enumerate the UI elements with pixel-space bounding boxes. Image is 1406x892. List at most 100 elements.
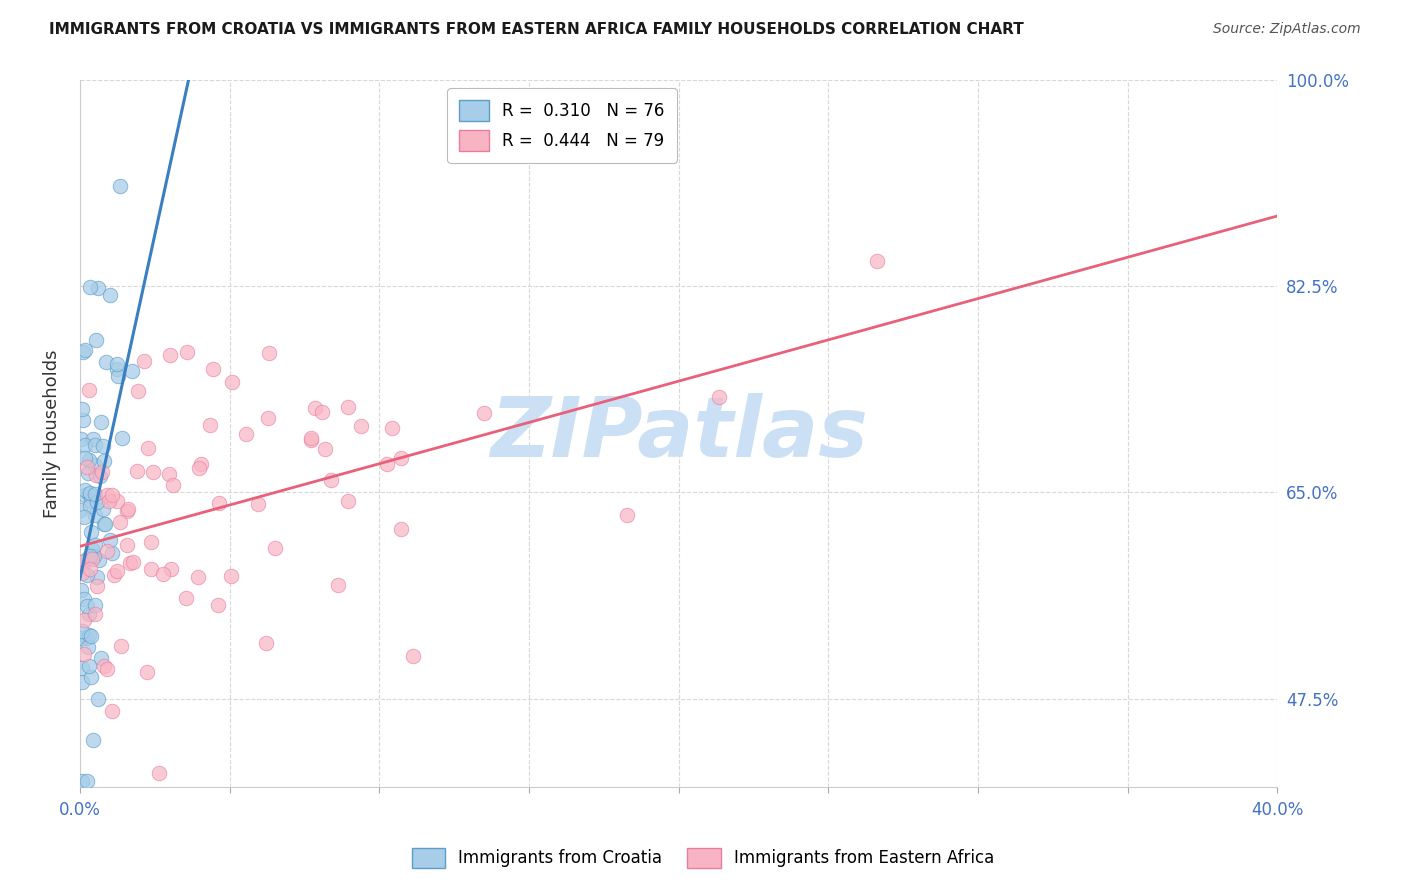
Point bbox=[84, 333, 107, 347]
Point bbox=[77, 452, 100, 467]
Legend: Immigrants from Croatia, Immigrants from Eastern Africa: Immigrants from Croatia, Immigrants from… bbox=[405, 841, 1001, 875]
Point bbox=[70, 432, 93, 446]
Point bbox=[90, 415, 112, 429]
Point bbox=[73, 483, 96, 497]
Point bbox=[105, 361, 128, 376]
Point bbox=[96, 488, 118, 502]
Point bbox=[221, 376, 243, 390]
Point bbox=[103, 568, 125, 582]
Point bbox=[83, 508, 105, 523]
Point bbox=[83, 549, 105, 564]
Point bbox=[86, 495, 108, 509]
Point bbox=[101, 488, 124, 502]
Point bbox=[87, 281, 110, 295]
Point bbox=[77, 607, 100, 621]
Point bbox=[72, 413, 94, 427]
Point bbox=[83, 598, 105, 612]
Point bbox=[93, 659, 115, 673]
Point bbox=[83, 538, 105, 552]
Point bbox=[160, 562, 183, 576]
Text: Source: ZipAtlas.com: Source: ZipAtlas.com bbox=[1213, 22, 1361, 37]
Point bbox=[304, 401, 326, 416]
Point bbox=[72, 345, 94, 359]
Point bbox=[174, 591, 197, 605]
Point bbox=[76, 774, 98, 789]
Point bbox=[76, 568, 98, 582]
Point bbox=[208, 496, 231, 510]
Point bbox=[84, 607, 107, 621]
Point bbox=[90, 650, 112, 665]
Point bbox=[89, 553, 111, 567]
Point bbox=[105, 358, 128, 372]
Y-axis label: Family Households: Family Households bbox=[44, 350, 60, 517]
Point bbox=[79, 485, 101, 500]
Point bbox=[115, 504, 138, 518]
Point bbox=[117, 502, 139, 516]
Point bbox=[159, 348, 181, 362]
Point bbox=[75, 343, 97, 357]
Point bbox=[72, 661, 94, 675]
Point bbox=[381, 420, 404, 434]
Point bbox=[73, 510, 96, 524]
Point bbox=[100, 545, 122, 559]
Point bbox=[121, 555, 143, 569]
Point bbox=[115, 538, 138, 552]
Point bbox=[86, 569, 108, 583]
Point bbox=[152, 566, 174, 581]
Point bbox=[188, 461, 211, 475]
Point bbox=[136, 441, 159, 455]
Point bbox=[254, 636, 277, 650]
Point bbox=[80, 670, 103, 684]
Point bbox=[176, 345, 198, 359]
Point bbox=[472, 406, 495, 420]
Point bbox=[93, 453, 115, 467]
Point bbox=[76, 599, 98, 613]
Point bbox=[70, 674, 93, 689]
Point bbox=[70, 631, 93, 645]
Point bbox=[79, 562, 101, 576]
Point bbox=[105, 494, 128, 508]
Point bbox=[70, 566, 93, 580]
Point bbox=[73, 450, 96, 465]
Point bbox=[79, 499, 101, 513]
Text: ZIPatlas: ZIPatlas bbox=[489, 393, 868, 474]
Point bbox=[207, 598, 229, 612]
Point bbox=[616, 508, 638, 522]
Point bbox=[86, 579, 108, 593]
Point bbox=[77, 628, 100, 642]
Point bbox=[80, 524, 103, 539]
Point bbox=[107, 368, 129, 383]
Text: IMMIGRANTS FROM CROATIA VS IMMIGRANTS FROM EASTERN AFRICA FAMILY HOUSEHOLDS CORR: IMMIGRANTS FROM CROATIA VS IMMIGRANTS FR… bbox=[49, 22, 1024, 37]
Point bbox=[70, 624, 93, 638]
Point bbox=[76, 460, 98, 475]
Point bbox=[108, 179, 131, 194]
Point bbox=[79, 659, 101, 673]
Point bbox=[246, 497, 269, 511]
Point bbox=[148, 766, 170, 780]
Point bbox=[108, 515, 131, 529]
Point bbox=[314, 442, 336, 457]
Point bbox=[69, 502, 91, 516]
Point bbox=[79, 549, 101, 563]
Point bbox=[389, 522, 412, 536]
Point bbox=[136, 665, 159, 679]
Point bbox=[89, 469, 111, 483]
Point bbox=[76, 631, 98, 645]
Point bbox=[111, 431, 134, 445]
Point bbox=[91, 501, 114, 516]
Point bbox=[257, 345, 280, 359]
Point bbox=[72, 774, 94, 789]
Point bbox=[121, 363, 143, 377]
Point bbox=[77, 466, 100, 480]
Point bbox=[337, 400, 360, 414]
Point bbox=[93, 517, 115, 532]
Point bbox=[866, 253, 889, 268]
Point bbox=[107, 565, 129, 579]
Point bbox=[100, 287, 122, 301]
Point bbox=[73, 488, 96, 502]
Point bbox=[201, 361, 224, 376]
Point bbox=[70, 401, 93, 416]
Point bbox=[82, 541, 104, 556]
Point bbox=[82, 433, 104, 447]
Point bbox=[73, 647, 96, 661]
